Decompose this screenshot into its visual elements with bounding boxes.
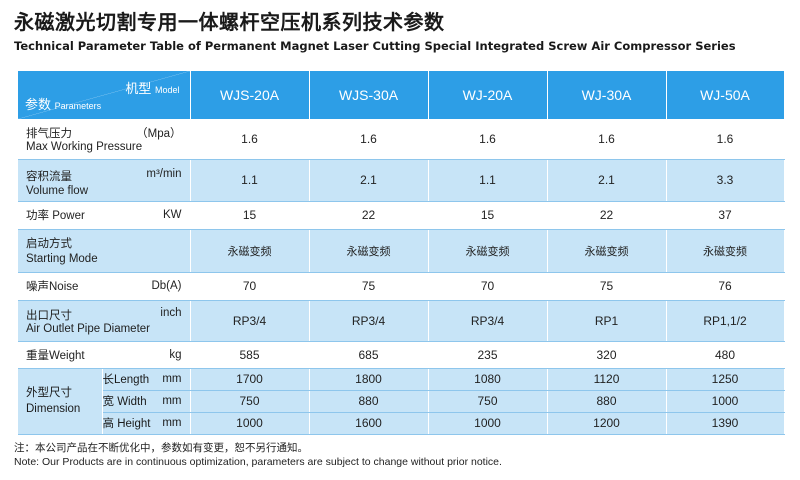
table-cell: 1.6: [666, 119, 785, 160]
table-cell: RP3/4: [309, 300, 429, 342]
dimension-sub-label: 宽 Width mm: [102, 390, 191, 413]
model-col-header: WJ-20A: [428, 71, 548, 119]
table-cell: 永磁变频: [547, 229, 667, 273]
table-cell: 320: [547, 341, 667, 369]
model-col-header: WJS-30A: [309, 71, 429, 119]
table-cell: 1700: [190, 368, 310, 391]
table-cell: 1600: [309, 412, 429, 435]
table-cell: 1800: [309, 368, 429, 391]
table-cell: 1390: [666, 412, 785, 435]
table-cell: 1000: [428, 412, 548, 435]
table-cell: 15: [428, 201, 548, 230]
table-cell: 1200: [547, 412, 667, 435]
row-label: 重量Weight kg: [18, 341, 191, 369]
table-cell: 永磁变频: [190, 229, 310, 273]
table-cell: 75: [547, 272, 667, 301]
table-cell: 235: [428, 341, 548, 369]
table-cell: 1080: [428, 368, 548, 391]
table-row-pressure: 排气压力 （Mpa） Max Working Pressure 1.6 1.6 …: [18, 119, 785, 160]
table-cell: 750: [428, 390, 548, 413]
row-label: 容积流量 m³/min Volume flow: [18, 159, 191, 202]
table-cell: 480: [666, 341, 785, 369]
table-row-height: 高 Height mm 1000 1600 1000 1200 1390: [18, 412, 785, 435]
table-cell: 2.1: [547, 159, 667, 202]
note-cn: 注：本公司产品在不断优化中，参数如有变更，恕不另行通知。: [14, 442, 308, 454]
page-title-cn: 永磁激光切割专用一体螺杆空压机系列技术参数: [14, 10, 445, 34]
table-cell: 永磁变频: [666, 229, 785, 273]
page-title-en: Technical Parameter Table of Permanent M…: [14, 39, 736, 53]
table-row-length: 外型尺寸 Dimension 长Length mm 1700 1800 1080 …: [18, 368, 785, 435]
table-row-flow: 容积流量 m³/min Volume flow 1.1 2.1 1.1 2.1 …: [18, 159, 785, 202]
table-cell: 1.6: [547, 119, 667, 160]
table-cell: 2.1: [309, 159, 429, 202]
model-col-header: WJS-20A: [190, 71, 310, 119]
dimension-sub-label: 长Length mm: [102, 368, 191, 391]
table-cell: 22: [547, 201, 667, 230]
table-cell: 1000: [190, 412, 310, 435]
table-cell: 37: [666, 201, 785, 230]
table-cell: 1120: [547, 368, 667, 391]
table-cell: 880: [547, 390, 667, 413]
table-cell: 1.6: [309, 119, 429, 160]
table-cell: RP3/4: [428, 300, 548, 342]
header-corner: 机型 Model 参数 Parameters: [18, 71, 191, 119]
table-cell: 1.6: [190, 119, 310, 160]
table-cell: 685: [309, 341, 429, 369]
row-label: 启动方式 Starting Mode: [18, 229, 191, 273]
table-row-starting-mode: 启动方式 Starting Mode 永磁变频 永磁变频 永磁变频 永磁变频 永…: [18, 229, 785, 273]
table-row-outlet: 出口尺寸 inch Air Outlet Pipe Diameter RP3/4…: [18, 300, 785, 342]
table-cell: 1000: [666, 390, 785, 413]
table-cell: 1.1: [190, 159, 310, 202]
table-cell: 70: [190, 272, 310, 301]
table-cell: 永磁变频: [309, 229, 429, 273]
table-cell: 75: [309, 272, 429, 301]
table-cell: 1.1: [428, 159, 548, 202]
dimension-label: 外型尺寸 Dimension: [18, 368, 103, 435]
table-row-width: 宽 Width mm 750 880 750 880 1000: [18, 390, 785, 413]
table-cell: RP1,1/2: [666, 300, 785, 342]
spec-table: 机型 Model 参数 Parameters WJS-20A WJS-30A W…: [18, 71, 785, 435]
table-cell: RP3/4: [190, 300, 310, 342]
table-cell: 585: [190, 341, 310, 369]
note-en: Note: Our Products are in continuous opt…: [14, 456, 502, 468]
table-row-noise: 噪声Noise Db(A) 70 75 70 75 76: [18, 272, 785, 301]
table-cell: 3.3: [666, 159, 785, 202]
model-col-header: WJ-30A: [547, 71, 667, 119]
table-row-weight: 重量Weight kg 585 685 235 320 480: [18, 341, 785, 369]
row-label: 噪声Noise Db(A): [18, 272, 191, 301]
table-cell: 22: [309, 201, 429, 230]
parameters-header: 参数 Parameters: [25, 97, 102, 112]
table-cell: 76: [666, 272, 785, 301]
row-label: 排气压力 （Mpa） Max Working Pressure: [18, 119, 191, 160]
table-cell: 70: [428, 272, 548, 301]
table-row-power: 功率 Power KW 15 22 15 22 37: [18, 201, 785, 230]
table-cell: 1.6: [428, 119, 548, 160]
model-header: 机型 Model: [125, 81, 180, 96]
table-cell: 1250: [666, 368, 785, 391]
table-cell: 880: [309, 390, 429, 413]
row-label: 出口尺寸 inch Air Outlet Pipe Diameter: [18, 300, 191, 342]
table-cell: RP1: [547, 300, 667, 342]
row-label: 功率 Power KW: [18, 201, 191, 230]
table-cell: 750: [190, 390, 310, 413]
table-cell: 15: [190, 201, 310, 230]
table-cell: 永磁变频: [428, 229, 548, 273]
dimension-sub-label: 高 Height mm: [102, 412, 191, 435]
header-row: 机型 Model 参数 Parameters WJS-20A WJS-30A W…: [18, 71, 785, 119]
model-col-header: WJ-50A: [666, 71, 785, 119]
